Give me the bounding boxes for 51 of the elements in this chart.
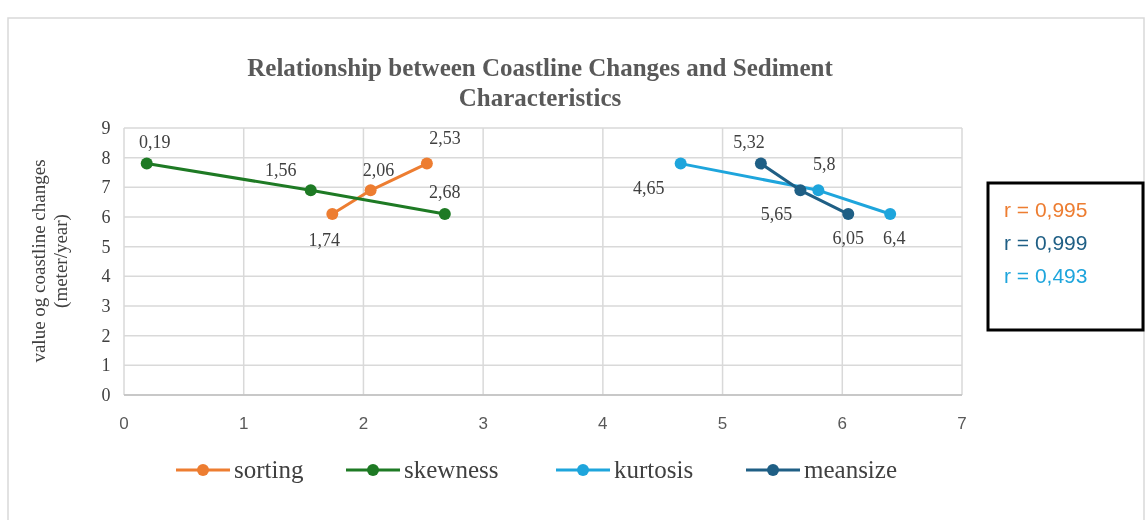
point [794, 184, 807, 197]
legend-label: meansize [804, 456, 898, 483]
annotation: 0,19 [139, 131, 171, 152]
annotation: 1,74 [308, 230, 341, 251]
annotation: 1,56 [265, 160, 297, 181]
annotation: 5,8 [813, 154, 836, 175]
x-tick-label: 1 [238, 414, 249, 433]
point [326, 208, 339, 221]
point [140, 157, 153, 170]
annotation: 6,4 [882, 228, 906, 249]
annotation: 4,65 [632, 177, 665, 198]
point [674, 157, 687, 170]
y-tick-label: 0 [101, 385, 111, 405]
y-axis-title: value og coastline changes (meter/year) [28, 159, 72, 363]
chart-title: Relationship between Coastline Changes and Sediment Characteristics [247, 54, 834, 111]
text: r = 0,995 [1004, 198, 1088, 221]
x-tick-label: 5 [717, 414, 728, 433]
y-tick-label: 3 [101, 296, 111, 316]
annotation: 2,53 [429, 127, 461, 148]
y-tick-label: 1 [101, 355, 111, 376]
annotation: 2,68 [429, 182, 461, 203]
y-tick-label: 5 [101, 236, 111, 257]
point [364, 184, 377, 197]
annotation: 5,32 [733, 131, 765, 152]
point [812, 184, 825, 197]
y-tick-label: 2 [101, 325, 111, 346]
point [884, 208, 897, 221]
point [754, 157, 767, 170]
point [304, 184, 317, 197]
x-tick-label: 4 [598, 414, 608, 433]
annotation: 2,06 [362, 160, 395, 181]
point [842, 208, 855, 221]
text: r = 0,493 [1004, 264, 1088, 287]
y-tick-label: 4 [101, 266, 111, 287]
x-tick-label: 2 [358, 414, 369, 433]
annotation: 6,05 [832, 228, 865, 249]
point [420, 157, 433, 170]
legend-label: sorting [234, 456, 304, 483]
x-tick-label: 6 [837, 414, 848, 433]
annotation: 5,65 [760, 204, 793, 225]
legend-label: skewness [404, 456, 499, 483]
x-tick-label: 7 [957, 414, 967, 433]
text: r = 0,999 [1004, 231, 1088, 254]
y-tick-label: 7 [101, 177, 111, 198]
y-tick-label: 9 [101, 118, 111, 138]
x-tick-label: 3 [478, 414, 488, 433]
x-tick-label: 0 [119, 414, 129, 433]
legend-label: kurtosis [614, 456, 694, 483]
y-tick-label: 6 [101, 207, 111, 227]
y-tick-label: 8 [101, 147, 111, 168]
point [438, 208, 451, 221]
